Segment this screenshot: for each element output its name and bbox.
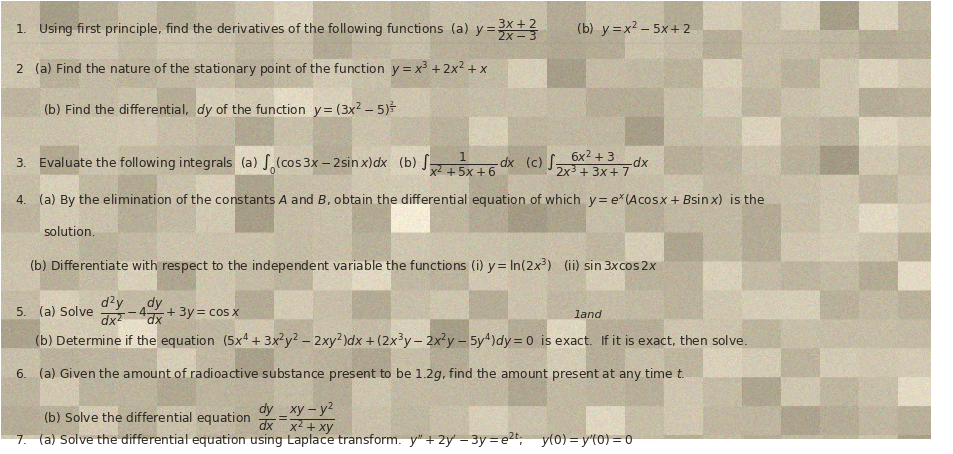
Text: 5.   (a) Solve  $\dfrac{d^2y}{dx^2} - 4\dfrac{dy}{dx} + 3y = \cos x$: 5. (a) Solve $\dfrac{d^2y}{dx^2} - 4\dfr… (15, 295, 240, 330)
Text: (b) Determine if the equation  $(5x^4 + 3x^2y^2 - 2xy^2)dx + (2x^3y - 2x^2y - 5y: (b) Determine if the equation $(5x^4 + 3… (15, 332, 747, 351)
Text: solution.: solution. (43, 226, 95, 239)
Text: 2   (a) Find the nature of the stationary point of the function  $y = x^3 + 2x^2: 2 (a) Find the nature of the stationary … (15, 60, 488, 80)
Text: 3.   Evaluate the following integrals  (a) $\int_0^{}(\cos 3x - 2\sin x)dx$   (b: 3. Evaluate the following integrals (a) … (15, 148, 650, 180)
Text: 4.   (a) By the elimination of the constants $A$ and $B$, obtain the differentia: 4. (a) By the elimination of the constan… (15, 192, 764, 209)
Text: 6.   (a) Given the amount of radioactive substance present to be $1.2g$, find th: 6. (a) Given the amount of radioactive s… (15, 366, 685, 383)
Text: 1and: 1and (573, 310, 601, 320)
Text: 7.   (a) Solve the differential equation using Laplace transform.  $y'' + 2y' - : 7. (a) Solve the differential equation u… (15, 431, 633, 451)
Text: 1.   Using first principle, find the derivatives of the following functions  (a): 1. Using first principle, find the deriv… (15, 17, 691, 43)
Text: (b) Solve the differential equation  $\dfrac{dy}{dx} = \dfrac{xy - y^2}{x^2 + xy: (b) Solve the differential equation $\df… (43, 400, 335, 438)
Text: (b) Differentiate with respect to the independent variable the functions (i) $y : (b) Differentiate with respect to the in… (30, 257, 658, 277)
Text: (b) Find the differential,  $dy$ of the function  $y = (3x^2 - 5)^{\frac{2}{3}}$: (b) Find the differential, $dy$ of the f… (43, 100, 395, 120)
